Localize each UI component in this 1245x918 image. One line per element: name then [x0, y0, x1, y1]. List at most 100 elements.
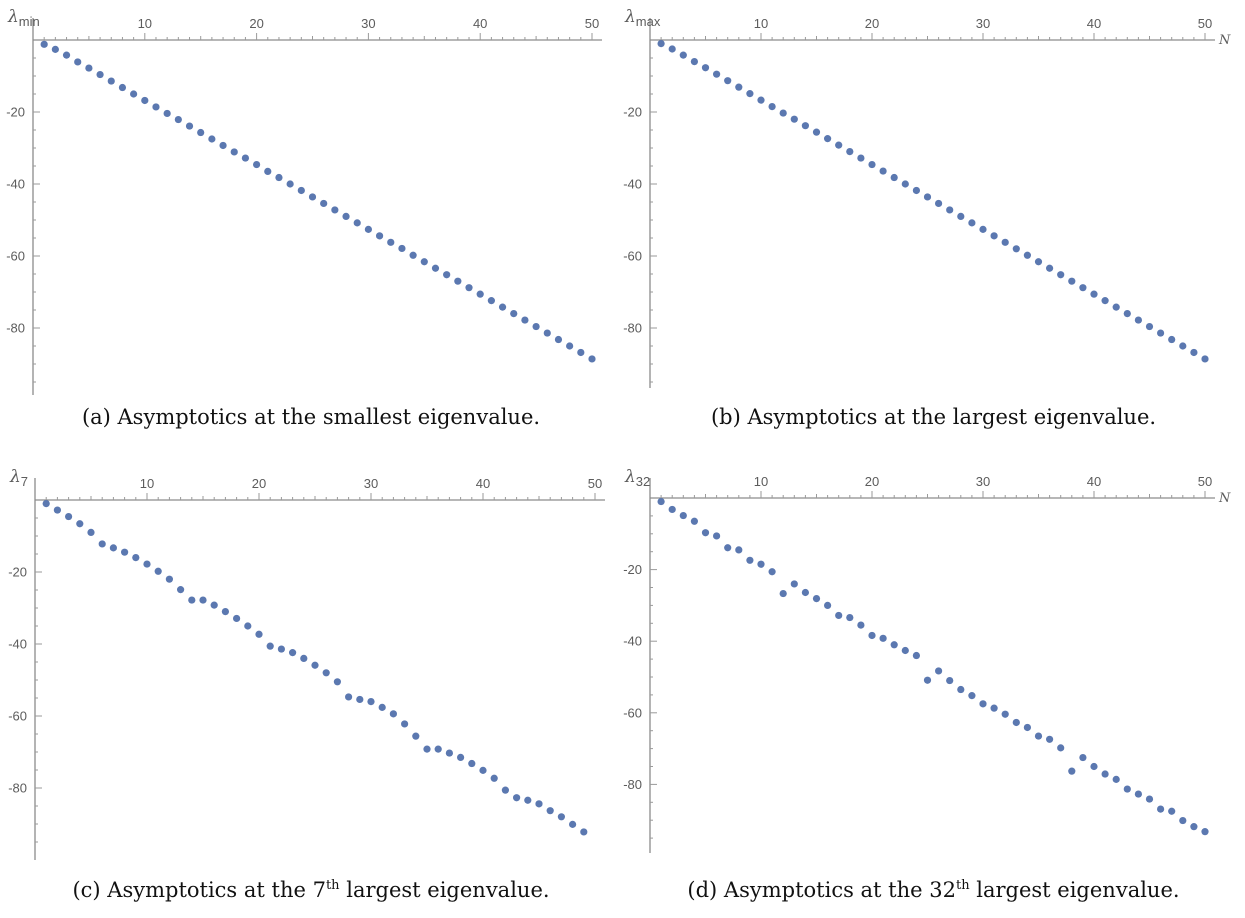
- y-tick-label-d: -80: [623, 777, 642, 792]
- data-point-c: [177, 586, 185, 594]
- data-point-d: [923, 676, 932, 684]
- x-tick-label-b: 40: [1087, 16, 1101, 31]
- data-point-d: [679, 511, 687, 520]
- data-point-d: [801, 588, 809, 597]
- y-tick-label-b: -60: [623, 249, 642, 264]
- data-point-a: [264, 167, 272, 175]
- data-point-c: [490, 774, 498, 782]
- data-point-d: [946, 676, 954, 685]
- data-point-b: [1101, 297, 1109, 305]
- data-point-d: [857, 621, 865, 629]
- data-point-b: [757, 96, 765, 104]
- data-point-b: [990, 232, 998, 240]
- data-point-a: [387, 238, 395, 246]
- y-tick-label-a: -80: [6, 321, 25, 336]
- data-point-a: [219, 141, 227, 150]
- data-point-b: [857, 154, 865, 162]
- data-point-b: [746, 90, 754, 98]
- y-tick-label-b: -40: [623, 177, 642, 192]
- data-point-a: [185, 122, 194, 130]
- data-point-c: [557, 813, 566, 821]
- data-point-a: [566, 342, 574, 350]
- data-point-c: [333, 678, 341, 686]
- x-tick-label-d: 30: [976, 474, 990, 489]
- data-point-b: [1112, 303, 1120, 311]
- x-tick-label-d: 10: [754, 474, 768, 489]
- data-point-b: [1090, 290, 1098, 298]
- data-point-c: [378, 703, 386, 711]
- data-point-a: [152, 103, 160, 111]
- data-point-b: [824, 135, 832, 143]
- data-point-a: [521, 316, 529, 324]
- data-point-a: [230, 148, 238, 156]
- data-point-d: [768, 568, 776, 576]
- data-point-b: [1034, 258, 1043, 266]
- data-point-b: [901, 180, 909, 188]
- data-point-a: [375, 232, 384, 240]
- data-point-a: [577, 348, 585, 357]
- data-point-a: [465, 284, 473, 292]
- data-point-c: [311, 661, 319, 669]
- data-point-d: [1090, 762, 1098, 771]
- data-point-c: [244, 622, 252, 630]
- data-point-b: [768, 103, 776, 111]
- chart-b: 10 20 30 40 50 -20 -40 -60 -80 λmax N (b) Asymptot…: [622, 0, 1245, 460]
- data-point-c: [255, 630, 263, 638]
- data-point-c: [468, 759, 476, 768]
- data-point-b: [868, 160, 876, 169]
- data-point-b: [879, 167, 887, 175]
- chart-c-caption-sup: th: [325, 878, 340, 893]
- x-tick-label-b: 10: [754, 16, 768, 31]
- data-point-c: [356, 695, 364, 704]
- data-point-d: [1123, 785, 1131, 793]
- data-point-c: [199, 596, 207, 604]
- data-point-a: [510, 310, 518, 318]
- data-point-a: [308, 193, 317, 201]
- data-point-a: [163, 109, 171, 118]
- data-point-c: [389, 710, 397, 718]
- data-point-d: [1001, 710, 1009, 718]
- data-point-c: [423, 745, 431, 753]
- data-point-a: [174, 115, 182, 124]
- chart-b-caption: (b) Asymptotics at the largest eigenvalu…: [710, 405, 1157, 429]
- data-point-d: [979, 700, 987, 708]
- data-point-b: [1201, 355, 1209, 363]
- data-point-b: [1057, 271, 1065, 279]
- data-point-d: [835, 611, 843, 620]
- y-tick-label-a: -20: [6, 105, 25, 120]
- data-point-c: [87, 528, 95, 536]
- chart-a-plot: 10 20 30 40 50 -20 -40 -60 -80 λmin: [6, 7, 602, 395]
- y-axis-label-b: λmax: [624, 7, 661, 29]
- data-point-a: [297, 186, 305, 195]
- data-point-b: [801, 122, 809, 130]
- data-point-d: [1179, 816, 1187, 825]
- data-point-d: [735, 546, 743, 554]
- data-point-d: [701, 529, 710, 537]
- x-tick-label-b: 20: [865, 16, 879, 31]
- data-point-a: [96, 70, 104, 79]
- data-point-d: [1057, 744, 1065, 752]
- x-tick-label-d: 40: [1087, 474, 1101, 489]
- data-point-b: [1190, 348, 1198, 357]
- data-point-c: [53, 506, 62, 514]
- data-point-a: [554, 335, 563, 344]
- chart-c-caption: (c) Asymptotics at the 7th largest eigen…: [0, 878, 622, 902]
- data-point-c: [143, 560, 151, 568]
- data-point-b: [935, 199, 943, 208]
- data-point-c: [479, 766, 487, 774]
- data-point-a: [118, 83, 127, 92]
- data-point-d: [1079, 753, 1087, 762]
- data-point-c: [367, 698, 375, 706]
- chart-c-caption-main: (c) Asymptotics at the 7: [72, 878, 326, 902]
- data-point-b: [1068, 277, 1076, 285]
- data-point-c: [165, 575, 173, 583]
- data-point-b: [735, 83, 743, 91]
- data-point-d: [901, 646, 909, 655]
- data-point-c: [98, 540, 106, 548]
- data-point-b: [923, 193, 932, 201]
- data-point-d: [779, 589, 787, 598]
- y-axis-label-d: λ32: [624, 467, 650, 489]
- data-point-d: [1201, 828, 1209, 836]
- data-point-c: [289, 649, 297, 657]
- data-point-b: [1168, 335, 1176, 344]
